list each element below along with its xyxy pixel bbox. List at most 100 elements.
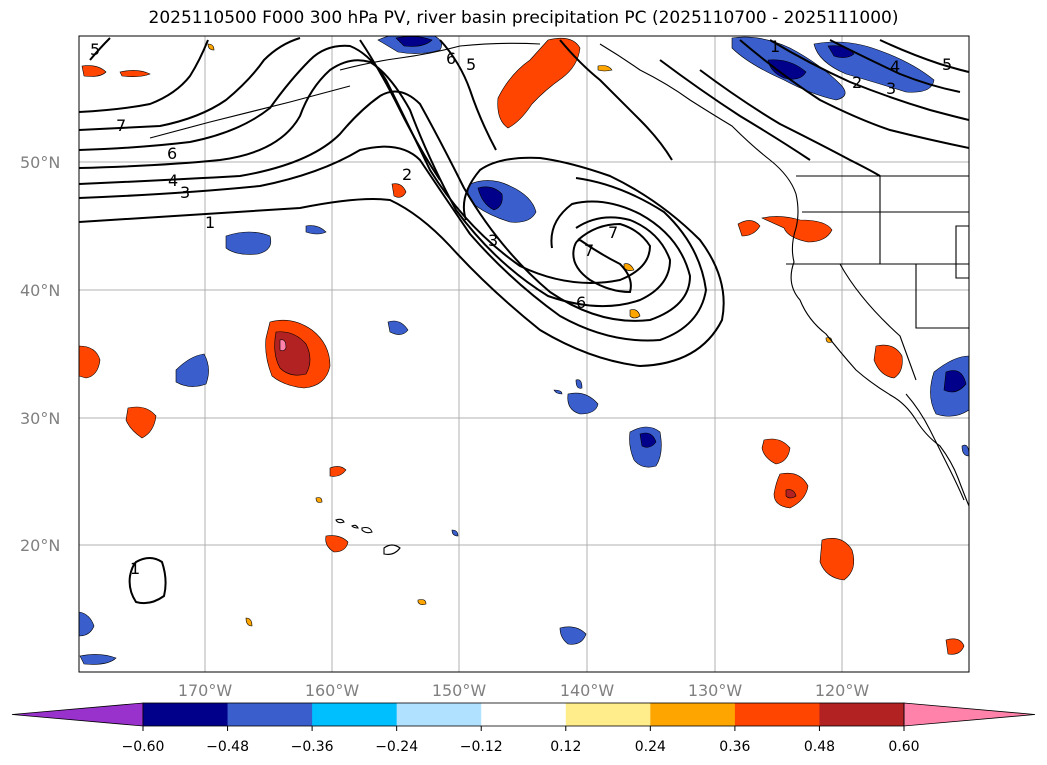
precip-blob-gulf-alaska xyxy=(497,37,581,129)
precip-blob-southeast xyxy=(819,538,855,581)
pv-contour-17 xyxy=(699,69,881,177)
north-america-coast xyxy=(599,43,969,507)
state-border-4 xyxy=(839,263,917,381)
pv-label: 3 xyxy=(886,79,896,98)
lat-label-50n: 50°N xyxy=(20,153,60,172)
pv-contour-3 xyxy=(79,90,692,322)
colorbar-segment xyxy=(734,703,820,726)
pv-label: 6 xyxy=(167,144,177,163)
precip-blob-west-2 xyxy=(125,406,157,439)
pv-contour-4 xyxy=(79,59,672,308)
aleutians xyxy=(149,85,351,139)
colorbar-segment xyxy=(143,703,229,726)
precip-blob-142w-south xyxy=(559,626,587,645)
precip-negative-anomalies xyxy=(79,36,969,665)
lon-label-120w: 120°W xyxy=(815,681,870,700)
pv-label: 7 xyxy=(584,241,594,260)
latitude-labels: 50°N 40°N 30°N 20°N xyxy=(20,153,60,555)
precip-blob-hawaii-1 xyxy=(329,466,347,477)
lon-label-160w: 160°W xyxy=(305,681,360,700)
precip-blob-baja-1 xyxy=(761,438,791,465)
pv-label: 5 xyxy=(942,55,952,74)
precip-blob-171w xyxy=(175,353,209,387)
coastlines xyxy=(149,42,969,555)
pv-label: 2 xyxy=(852,73,862,92)
lon-label-140w: 140°W xyxy=(560,681,615,700)
pv-label: 6 xyxy=(576,293,586,312)
pv-label: 5 xyxy=(90,40,100,59)
pv-contour-19 xyxy=(128,557,167,605)
precip-blob-nw-2 xyxy=(119,70,151,77)
colorbar-extend-min xyxy=(11,702,144,727)
pv-label: 6 xyxy=(446,49,456,68)
hawaii-island-3 xyxy=(335,518,345,524)
precip-blob-california xyxy=(761,216,833,243)
pv-label: 1 xyxy=(770,37,780,56)
precip-blob-ca-south xyxy=(873,344,903,379)
baja-coast xyxy=(905,393,965,501)
colorbar-tick-label: −0.48 xyxy=(206,739,249,755)
pv-label: 3 xyxy=(180,183,190,202)
pv-contour-labels: 5 7 6 4 3 1 2 6 5 7 7 3 6 1 2 3 4 5 1 xyxy=(90,37,952,578)
pv-contours xyxy=(79,37,969,605)
colorbar-segment xyxy=(312,703,398,726)
map-frame xyxy=(78,35,970,673)
colorbar-segment xyxy=(227,703,313,726)
colorbar-segment xyxy=(819,703,905,726)
pv-label: 1 xyxy=(205,213,215,232)
precip-blob-nw-1 xyxy=(81,65,107,77)
precip-blob-west-small xyxy=(305,225,327,235)
pv-contour-16 xyxy=(879,39,969,73)
pv-label: 7 xyxy=(608,223,618,242)
pv-label: 2 xyxy=(402,165,412,184)
colorbar-tick-label: 0.60 xyxy=(888,739,919,755)
pv-contour-1 xyxy=(79,156,725,368)
colorbar-segment xyxy=(396,703,482,726)
lon-label-150w: 150°W xyxy=(432,681,487,700)
pv-contour-15 xyxy=(829,39,961,93)
precip-positive-anomalies xyxy=(79,37,965,655)
hawaii-island-1 xyxy=(383,544,401,555)
pv-label: 1 xyxy=(130,559,140,578)
colorbar-tick-label: −0.36 xyxy=(291,739,334,755)
precip-blob-sw-2 xyxy=(79,654,117,665)
lon-label-130w: 130°W xyxy=(688,681,743,700)
map-title: 2025110500 F000 300 hPa PV, river basin … xyxy=(148,8,899,28)
pv-contour-7 xyxy=(79,39,209,113)
longitude-labels: 170°W 160°W 150°W 140°W 130°W 120°W xyxy=(178,681,870,700)
graticule xyxy=(79,36,969,672)
pv-contour-2 xyxy=(79,145,708,342)
colorbar-tick-label: 0.12 xyxy=(550,739,581,755)
lat-label-20n: 20°N xyxy=(20,536,60,555)
colorbar-tick-label: 0.24 xyxy=(635,739,666,755)
colorbar-tick-label: 0.48 xyxy=(804,739,835,755)
hawaii-island-4 xyxy=(351,524,359,529)
lat-label-40n: 40°N xyxy=(20,281,60,300)
colorbar-segment xyxy=(650,703,736,726)
state-border-6 xyxy=(955,225,969,279)
pv-contour-12 xyxy=(559,39,673,161)
pv-contour-8 xyxy=(89,37,111,61)
state-border-5 xyxy=(915,264,969,329)
pv-label: 5 xyxy=(466,55,476,74)
pv-contour-13 xyxy=(739,39,969,149)
precip-blob-140w xyxy=(567,392,599,415)
colorbar-tick-label: −0.24 xyxy=(375,739,418,755)
colorbar-segment xyxy=(565,703,651,726)
pv-contour-10 xyxy=(439,39,497,151)
precip-blob-155w xyxy=(387,320,409,335)
pv-contour-6 xyxy=(79,37,301,131)
pv-label: 4 xyxy=(890,57,900,76)
colorbar: −0.60 −0.48 −0.36 −0.24 −0.12 0.12 0.24 0.36 0.4… xyxy=(11,702,1036,755)
colorbar-tick-label: 0.36 xyxy=(719,739,750,755)
colorbar-tick-label: −0.60 xyxy=(122,739,165,755)
colorbar-extend-max xyxy=(903,702,1036,727)
precip-blob-oregon xyxy=(737,220,761,237)
pv-contour-14 xyxy=(769,39,969,121)
precip-blob-west-1 xyxy=(79,345,101,379)
lon-label-170w: 170°W xyxy=(178,681,233,700)
colorbar-tick-label: −0.12 xyxy=(460,739,503,755)
hawaii-island-2 xyxy=(361,526,373,534)
colorbar-outline xyxy=(142,702,905,727)
